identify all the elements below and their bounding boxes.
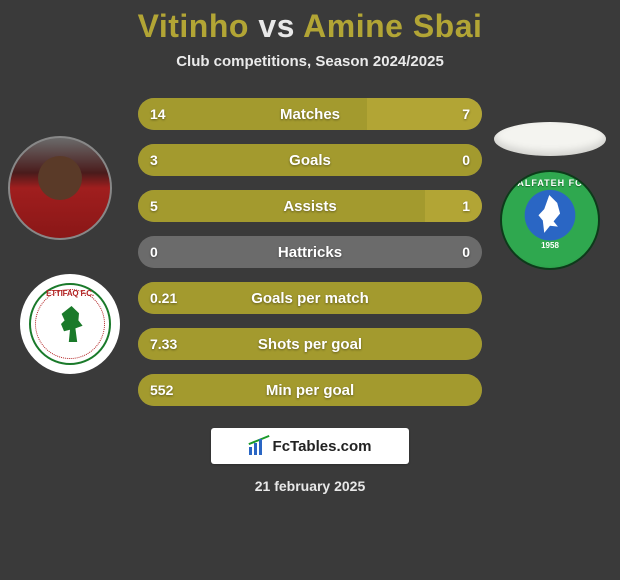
stat-bar: 3 Goals 0 (138, 144, 482, 176)
swirl-icon (532, 195, 568, 239)
stat-value-right: 7 (462, 98, 470, 130)
player2-club-badge: ALFATEH FC 1958 (500, 170, 600, 270)
club-right-year: 1958 (502, 241, 598, 250)
stat-bars: 14 Matches 7 3 Goals 0 5 Assists 1 0 Hattricks 0 0.2… (138, 98, 482, 406)
snapshot-date: 21 february 2025 (0, 478, 620, 494)
stat-value-left: 5 (150, 190, 158, 222)
player2-name: Amine Sbai (303, 8, 482, 44)
stat-bar: 0 Hattricks 0 (138, 236, 482, 268)
vs-separator: vs (258, 8, 295, 44)
stat-label: Hattricks (278, 244, 342, 261)
stat-value-right: 0 (462, 236, 470, 268)
stat-value-left: 552 (150, 374, 173, 406)
stat-label: Min per goal (266, 382, 354, 399)
stat-bar: 5 Assists 1 (138, 190, 482, 222)
stat-bar-fill-right (425, 190, 482, 222)
club-right-name: ALFATEH FC (502, 178, 598, 188)
stat-value-left: 7.33 (150, 328, 177, 360)
stat-label: Shots per goal (258, 336, 362, 353)
stat-label: Goals (289, 152, 331, 169)
stat-label: Goals per match (251, 290, 369, 307)
stat-value-left: 3 (150, 144, 158, 176)
stat-value-left: 0.21 (150, 282, 177, 314)
player1-name: Vitinho (138, 8, 249, 44)
stat-value-left: 0 (150, 236, 158, 268)
stat-bar: 0.21 Goals per match (138, 282, 482, 314)
stat-bar: 14 Matches 7 (138, 98, 482, 130)
branding-text: FcTables.com (273, 438, 372, 455)
stat-bar: 552 Min per goal (138, 374, 482, 406)
stat-bar-fill-left (138, 190, 425, 222)
player2-avatar-placeholder (494, 122, 606, 156)
horse-icon (55, 306, 85, 342)
comparison-card: Vitinho vs Amine Sbai Club competitions,… (0, 0, 620, 580)
stat-value-left: 14 (150, 98, 166, 130)
stat-label: Assists (283, 198, 336, 215)
branding-badge[interactable]: FcTables.com (211, 428, 409, 464)
stat-value-right: 0 (462, 144, 470, 176)
stat-bar: 7.33 Shots per goal (138, 328, 482, 360)
club-left-name: ETTIFAQ F.C. (31, 289, 109, 298)
player1-avatar (8, 136, 112, 240)
subtitle: Club competitions, Season 2024/2025 (0, 53, 620, 70)
chart-icon (249, 437, 267, 455)
player1-club-badge: ETTIFAQ F.C. (20, 274, 120, 374)
title: Vitinho vs Amine Sbai (0, 8, 620, 45)
stat-value-right: 1 (462, 190, 470, 222)
stat-label: Matches (280, 106, 340, 123)
